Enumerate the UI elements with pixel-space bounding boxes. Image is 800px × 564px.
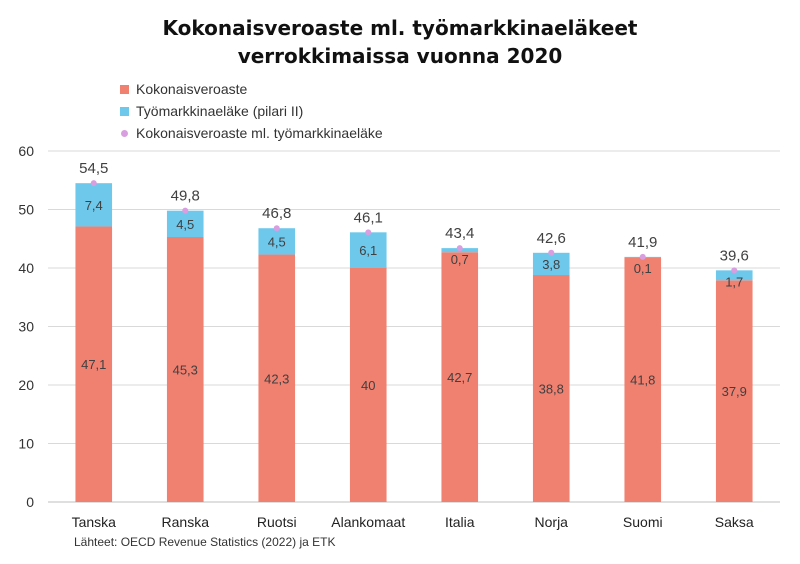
y-tick-label: 0 [26, 494, 34, 510]
total-point-ruotsi [273, 225, 280, 232]
data-label-pension-ruotsi: 4,5 [268, 234, 286, 249]
data-label-pension-suomi: 0,1 [634, 261, 652, 276]
data-label-total-saksa: 39,6 [720, 247, 749, 264]
data-label-pension-saksa: 1,7 [725, 274, 743, 289]
bar-pension-alankomaat [349, 232, 387, 268]
data-label-pension-italia: 0,7 [451, 252, 469, 267]
x-tick-label-tanska: Tanska [72, 514, 117, 530]
data-label-tax-ranska: 45,3 [173, 362, 198, 377]
total-point-norja [548, 249, 555, 256]
chart-title: Kokonaisveroaste ml. työmarkkinaeläkeet … [0, 14, 800, 70]
legend-item-total: Kokonaisveroaste ml. työmarkkinaeläke [120, 122, 383, 144]
total-point-alankomaat [365, 229, 372, 236]
legend-label-pension: Työmarkkinaeläke (pilari II) [136, 103, 304, 119]
data-label-tax-alankomaat: 40 [361, 378, 375, 393]
legend-item-pension: Työmarkkinaeläke (pilari II) [120, 100, 383, 122]
bar-pension-ranska [166, 210, 204, 237]
data-label-total-italia: 43,4 [445, 225, 474, 242]
bar-tax-italia [441, 252, 479, 502]
y-tick-label: 40 [18, 260, 34, 276]
bar-pension-tanska [75, 183, 113, 227]
data-label-total-norja: 42,6 [537, 230, 566, 247]
legend-swatch-tax [120, 84, 129, 94]
legend-label-tax: Kokonaisveroaste [136, 81, 248, 97]
x-tick-label-italia: Italia [445, 514, 475, 530]
total-point-italia [456, 245, 463, 252]
bar-tax-ranska [166, 236, 204, 502]
legend-item-tax: Kokonaisveroaste [120, 78, 383, 100]
total-point-saksa [731, 267, 738, 274]
chart-legend: Kokonaisveroaste Työmarkkinaeläke (pilar… [120, 78, 383, 144]
legend-swatch-total [121, 129, 128, 137]
bar-pension-saksa [715, 270, 753, 281]
x-tick-label-alankomaat: Alankomaat [331, 514, 405, 530]
x-tick-label-suomi: Suomi [623, 514, 663, 530]
total-point-ranska [182, 207, 189, 214]
y-tick-label: 20 [18, 377, 34, 393]
data-label-total-ruotsi: 46,8 [262, 205, 291, 222]
data-label-pension-ranska: 4,5 [176, 217, 194, 232]
data-label-total-suomi: 41,9 [628, 234, 657, 251]
bar-tax-tanska [75, 226, 113, 502]
y-tick-label: 10 [18, 436, 34, 452]
data-label-pension-alankomaat: 6,1 [359, 243, 377, 258]
bar-tax-suomi [624, 257, 662, 502]
data-label-tax-italia: 42,7 [447, 370, 472, 385]
data-label-pension-norja: 3,8 [542, 257, 560, 272]
bar-tax-alankomaat [349, 268, 387, 502]
data-label-tax-tanska: 47,1 [81, 357, 106, 372]
data-label-tax-ruotsi: 42,3 [264, 371, 289, 386]
source-note: Lähteet: OECD Revenue Statistics (2022) … [74, 535, 336, 549]
bar-tax-saksa [715, 280, 753, 502]
data-label-tax-suomi: 41,8 [630, 373, 655, 388]
total-point-tanska [90, 180, 97, 187]
data-label-pension-tanska: 7,4 [85, 198, 103, 213]
bar-tax-ruotsi [258, 254, 296, 502]
data-label-tax-norja: 38,8 [539, 382, 564, 397]
chart-title-line-1: Kokonaisveroaste ml. työmarkkinaeläkeet [162, 16, 638, 40]
data-label-total-ranska: 49,8 [171, 188, 200, 205]
bar-pension-ruotsi [258, 228, 296, 255]
chart-title-line-2: verrokkimaissa vuonna 2020 [237, 44, 563, 68]
data-label-total-tanska: 54,5 [79, 160, 108, 177]
y-tick-label: 30 [18, 319, 34, 335]
bar-tax-norja [532, 275, 570, 502]
x-tick-label-ruotsi: Ruotsi [257, 514, 297, 530]
x-tick-label-ranska: Ranska [162, 514, 210, 530]
y-tick-label: 60 [18, 143, 34, 159]
bar-pension-norja [532, 252, 570, 276]
data-label-total-alankomaat: 46,1 [354, 209, 383, 226]
total-point-suomi [639, 253, 646, 260]
data-label-tax-saksa: 37,9 [722, 384, 747, 399]
x-tick-label-saksa: Saksa [715, 514, 754, 530]
y-tick-label: 50 [18, 202, 34, 218]
legend-swatch-pension [120, 106, 129, 116]
legend-label-total: Kokonaisveroaste ml. työmarkkinaeläke [136, 125, 383, 141]
x-tick-label-norja: Norja [535, 514, 569, 530]
